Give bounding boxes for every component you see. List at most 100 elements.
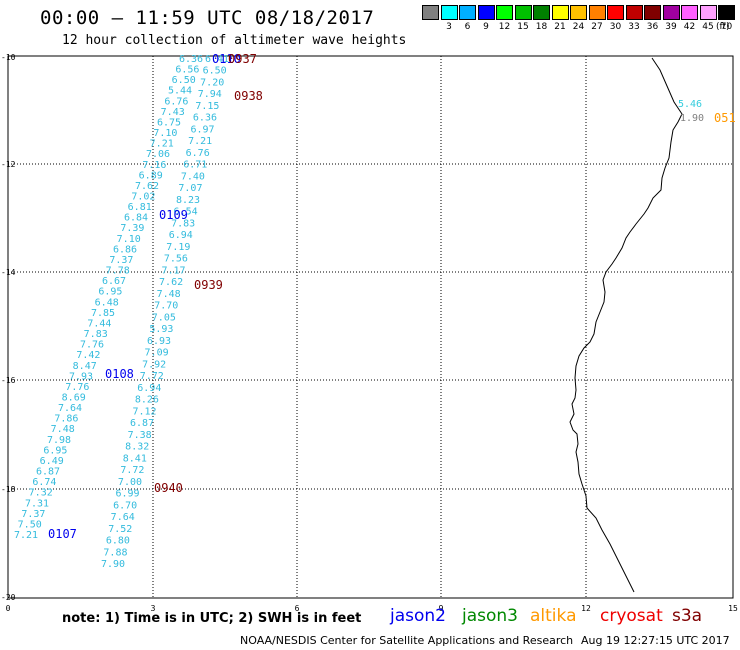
track-a-value: 6.50 bbox=[172, 75, 196, 86]
colorbar-swatch bbox=[551, 5, 569, 20]
track-a-value: 7.16 bbox=[142, 160, 166, 171]
track-a-value: 8.47 bbox=[73, 361, 97, 372]
x-tick-label: 6 bbox=[295, 604, 300, 613]
colorbar-swatch bbox=[477, 5, 495, 20]
colorbar-label: 9 bbox=[483, 22, 489, 32]
track-b-value: 7.52 bbox=[108, 524, 132, 535]
track-b-value: 7.83 bbox=[171, 218, 195, 229]
track-b-value: 6.70 bbox=[113, 500, 137, 511]
track-b-value: 7.90 bbox=[101, 559, 125, 570]
colorbar-swatch bbox=[644, 5, 661, 20]
track-a-value: 6.36 bbox=[179, 54, 203, 65]
pass-time-label: 0938 bbox=[234, 89, 263, 103]
colorbar-swatch bbox=[496, 5, 513, 20]
track-a-value: 7.21 bbox=[14, 530, 38, 541]
track-b-value: 7.17 bbox=[161, 265, 185, 276]
colorbar-swatch bbox=[570, 5, 587, 20]
y-tick-label: -12 bbox=[1, 160, 16, 169]
colorbar-label: 15 bbox=[517, 22, 529, 32]
colorbar-swatch bbox=[699, 5, 717, 20]
track-a-value: 6.95 bbox=[43, 445, 67, 456]
satellite-legend-jason3: jason3 bbox=[462, 606, 518, 626]
track-b-value: 8.26 bbox=[135, 395, 159, 406]
track-a-value: 7.93 bbox=[69, 371, 93, 382]
east-track-value: 5.46 bbox=[678, 99, 702, 110]
track-b-value: 8.41 bbox=[123, 453, 147, 464]
pass-time-label: 0110 bbox=[212, 52, 241, 66]
colorbar-label: 45 bbox=[702, 22, 714, 32]
track-b-value: 6.97 bbox=[190, 124, 214, 135]
track-a-value: 6.75 bbox=[157, 117, 181, 128]
track-b-value: 8.23 bbox=[176, 195, 200, 206]
colorbar-swatch bbox=[440, 5, 458, 20]
y-tick-label: -10 bbox=[1, 53, 16, 62]
note-text: note: 1) Time is in UTC; 2) SWH is in fe… bbox=[62, 611, 362, 626]
track-b-value: 8.32 bbox=[125, 442, 149, 453]
track-a-value: 7.10 bbox=[153, 128, 177, 139]
y-tick-label: -16 bbox=[1, 376, 16, 385]
track-a-value: 7.37 bbox=[21, 509, 45, 520]
colorbar-swatch bbox=[607, 5, 624, 20]
track-a-value: 6.74 bbox=[32, 477, 56, 488]
track-a-value: 7.37 bbox=[109, 255, 133, 266]
colorbar-swatch bbox=[459, 5, 476, 20]
track-a-value: 7.76 bbox=[80, 340, 104, 351]
pass-time-label: 051 bbox=[714, 111, 736, 125]
track-b-value: 7.21 bbox=[188, 136, 212, 147]
pass-time-label: 0937 bbox=[228, 52, 257, 66]
track-b-value: 7.88 bbox=[103, 547, 127, 558]
track-b-value: 7.40 bbox=[181, 171, 205, 182]
y-tick-label: -20 bbox=[1, 593, 16, 602]
colorbar-label: 27 bbox=[591, 22, 603, 32]
track-b-value: 7.20 bbox=[200, 77, 224, 88]
east-track-values: 5.46 1.90 bbox=[678, 99, 704, 124]
colorbar-label: 42 bbox=[683, 22, 696, 32]
track-b-value: 6.76 bbox=[186, 148, 210, 159]
track-a-value: 7.85 bbox=[91, 308, 115, 319]
pass-time-label: 0107 bbox=[48, 527, 77, 541]
track-b-value: 7.70 bbox=[154, 301, 178, 312]
track-a-value: 6.95 bbox=[98, 287, 122, 298]
track-b-value: 6.94 bbox=[137, 383, 161, 394]
satellite-legend-altika: altika bbox=[530, 606, 577, 626]
colorbar-label: 70 bbox=[720, 22, 733, 32]
track-b-value: 7.15 bbox=[195, 101, 219, 112]
track-b-value: 7.05 bbox=[152, 312, 176, 323]
track-a-value: 7.10 bbox=[117, 234, 141, 245]
satellite-legend-s3a: s3a bbox=[672, 606, 703, 626]
track-b-value: 6.87 bbox=[130, 418, 154, 429]
track-b-value: 6.93 bbox=[147, 336, 171, 347]
track-a-value: 8.69 bbox=[62, 392, 86, 403]
track-a-value: 7.76 bbox=[65, 382, 89, 393]
track-a-value: 7.62 bbox=[135, 181, 159, 192]
track-a-value: 7.06 bbox=[146, 149, 170, 160]
satellite-legend-cryosat: cryosat bbox=[600, 606, 663, 626]
track-b-value: 7.62 bbox=[159, 277, 183, 288]
track-a-value: 5.44 bbox=[168, 86, 192, 97]
y-tick-label: -18 bbox=[1, 485, 16, 494]
track-b-value: 6.94 bbox=[169, 230, 193, 241]
track-a-value: 7.98 bbox=[47, 435, 71, 446]
track-a-value: 7.21 bbox=[150, 139, 174, 150]
colorbar-label: 24 bbox=[572, 22, 585, 32]
track-b-value: 7.48 bbox=[157, 289, 181, 300]
track-a-value: 7.86 bbox=[54, 414, 78, 425]
track-b-value: 6.50 bbox=[203, 66, 227, 77]
x-tick-label: 12 bbox=[581, 604, 591, 613]
track-b-value: 7.72 bbox=[140, 371, 164, 382]
x-tick-label: 15 bbox=[728, 604, 738, 613]
colorbar-swatch bbox=[514, 5, 532, 20]
y-tick-label: -14 bbox=[1, 268, 16, 277]
pass-time-label: 0939 bbox=[194, 278, 223, 292]
colorbar-label: 6 bbox=[464, 22, 471, 32]
track-a-value: 7.02 bbox=[131, 192, 155, 203]
track-a-value: 6.49 bbox=[40, 456, 64, 467]
track-b-value: 6.99 bbox=[116, 489, 140, 500]
altimeter-tracks: 7.217.507.377.317.326.746.876.496.957.98… bbox=[14, 54, 229, 570]
track-b-value: 6.54 bbox=[174, 207, 198, 218]
axis-tick-labels: 0 3 6 9 12 15 -10 -12 -14 -16 -18 -20 bbox=[1, 53, 738, 613]
colorbar-swatch bbox=[625, 5, 643, 20]
colorbar-swatch bbox=[588, 5, 606, 20]
